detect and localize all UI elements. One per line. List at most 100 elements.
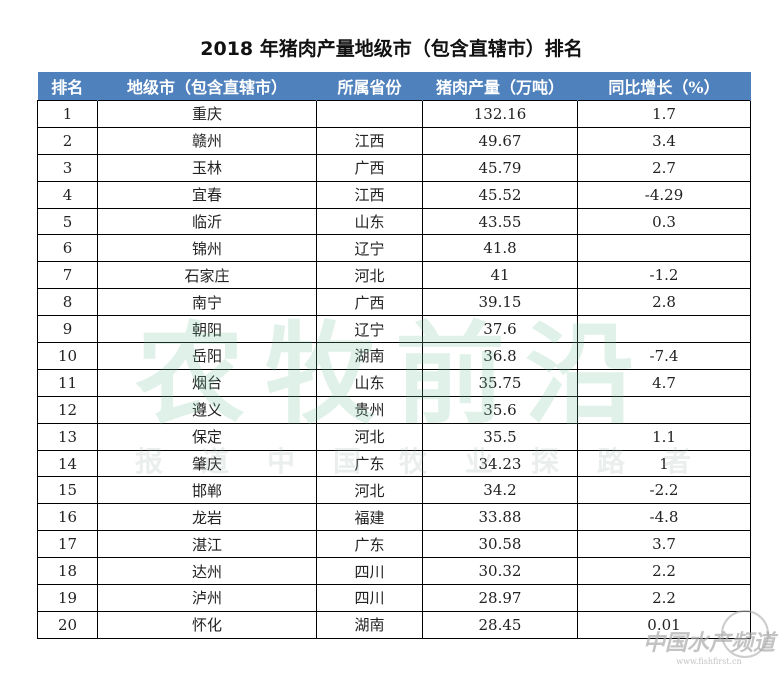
cell-city: 烟台	[97, 368, 317, 397]
cell-city: 龙岩	[97, 503, 317, 532]
header-growth: 同比增长（%）	[577, 72, 751, 101]
table-title: 2018 年猪肉产量地级市（包含直辖市）排名	[200, 38, 583, 60]
logo-url: www.fishfirst.cn	[676, 657, 742, 666]
logo-text: 中国水产频道	[642, 631, 775, 656]
cell-province: 湖南	[316, 342, 423, 370]
cell-rank: 12	[37, 395, 98, 424]
cell-growth	[577, 315, 751, 344]
cell-rank: 14	[37, 449, 98, 478]
table-row: 9 朝阳 辽宁 37.6	[37, 315, 751, 344]
cell-province: 辽宁	[316, 315, 423, 344]
cell-output: 33.88	[422, 503, 578, 532]
table-row: 4 宜春 江西 45.52 -4.29	[37, 180, 751, 209]
cell-city: 宜春	[97, 180, 317, 209]
cell-city: 湛江	[97, 530, 317, 559]
cell-province: 河北	[316, 422, 423, 451]
cell-growth: 1.7	[577, 100, 751, 128]
logo: 中国水产频道 www.fishfirst.cn	[643, 625, 775, 666]
cell-rank: 8	[37, 288, 98, 317]
cell-output: 28.97	[422, 584, 578, 612]
cell-city: 锦州	[97, 234, 317, 263]
cell-city: 石家庄	[97, 261, 317, 290]
cell-city: 赣州	[97, 126, 317, 155]
header-output: 猪肉产量（万吨）	[422, 72, 578, 101]
table-row: 1 重庆 132.16 1.7	[37, 100, 751, 128]
cell-province: 广西	[316, 153, 423, 182]
cell-city: 南宁	[97, 288, 317, 317]
cell-growth: 1	[577, 449, 751, 478]
cell-growth: -2.2	[577, 476, 751, 505]
cell-city: 泸州	[97, 584, 317, 612]
cell-output: 45.52	[422, 180, 578, 209]
cell-rank: 6	[37, 234, 98, 263]
cell-province: 贵州	[316, 395, 423, 424]
cell-rank: 1	[37, 100, 98, 128]
cell-rank: 7	[37, 261, 98, 290]
cell-city: 岳阳	[97, 342, 317, 370]
cell-output: 45.79	[422, 153, 578, 182]
cell-output: 34.23	[422, 449, 578, 478]
cell-growth	[577, 234, 751, 263]
cell-output: 34.2	[422, 476, 578, 505]
cell-province: 广西	[316, 288, 423, 317]
cell-growth: 2.2	[577, 557, 751, 586]
ranking-table: 排名 地级市（包含直辖市） 所属省份 猪肉产量（万吨） 同比增长（%） 1 重庆 1…	[37, 72, 751, 639]
header-rank: 排名	[37, 72, 98, 101]
cell-growth: -4.29	[577, 180, 751, 209]
table-row: 2 赣州 江西 49.67 3.4	[37, 126, 751, 155]
cell-output: 43.55	[422, 207, 578, 236]
cell-province: 广东	[316, 449, 423, 478]
table-row: 14 肇庆 广东 34.23 1	[37, 449, 751, 478]
cell-output: 49.67	[422, 126, 578, 155]
cell-province: 河北	[316, 261, 423, 290]
cell-rank: 19	[37, 584, 98, 612]
cell-province: 辽宁	[316, 234, 423, 263]
cell-growth: 2.7	[577, 153, 751, 182]
cell-growth: 3.4	[577, 126, 751, 155]
table-row: 5 临沂 山东 43.55 0.3	[37, 207, 751, 236]
table-row: 16 龙岩 福建 33.88 -4.8	[37, 503, 751, 532]
table-row: 17 湛江 广东 30.58 3.7	[37, 530, 751, 559]
cell-output: 36.8	[422, 342, 578, 370]
cell-province	[316, 100, 423, 128]
cell-growth: 4.7	[577, 368, 751, 397]
cell-output: 37.6	[422, 315, 578, 344]
cell-output: 41.8	[422, 234, 578, 263]
globe-logo-icon	[721, 610, 769, 658]
table-row: 19 泸州 四川 28.97 2.2	[37, 584, 751, 612]
cell-rank: 10	[37, 342, 98, 370]
cell-output: 28.45	[422, 610, 578, 639]
cell-rank: 15	[37, 476, 98, 505]
table-row: 7 石家庄 河北 41 -1.2	[37, 261, 751, 290]
cell-output: 35.5	[422, 422, 578, 451]
cell-city: 遵义	[97, 395, 317, 424]
table-row: 11 烟台 山东 35.75 4.7	[37, 368, 751, 397]
table-row: 6 锦州 辽宁 41.8	[37, 234, 751, 263]
cell-rank: 11	[37, 368, 98, 397]
table-row: 15 邯郸 河北 34.2 -2.2	[37, 476, 751, 505]
cell-rank: 5	[37, 207, 98, 236]
table-row: 20 怀化 湖南 28.45 0.01	[37, 610, 751, 639]
cell-province: 福建	[316, 503, 423, 532]
cell-output: 35.75	[422, 368, 578, 397]
header-province: 所属省份	[316, 72, 423, 101]
cell-city: 临沂	[97, 207, 317, 236]
table-row: 10 岳阳 湖南 36.8 -7.4	[37, 342, 751, 370]
cell-province: 江西	[316, 180, 423, 209]
cell-growth: 2.8	[577, 288, 751, 317]
cell-growth: 0.3	[577, 207, 751, 236]
table-row: 18 达州 四川 30.32 2.2	[37, 557, 751, 586]
cell-growth: -7.4	[577, 342, 751, 370]
cell-province: 广东	[316, 530, 423, 559]
cell-province: 河北	[316, 476, 423, 505]
cell-city: 肇庆	[97, 449, 317, 478]
cell-growth: 1.1	[577, 422, 751, 451]
cell-output: 132.16	[422, 100, 578, 128]
cell-province: 山东	[316, 368, 423, 397]
cell-rank: 16	[37, 503, 98, 532]
cell-city: 怀化	[97, 610, 317, 639]
header-row: 排名 地级市（包含直辖市） 所属省份 猪肉产量（万吨） 同比增长（%）	[37, 72, 751, 101]
table-row: 8 南宁 广西 39.15 2.8	[37, 288, 751, 317]
cell-output: 41	[422, 261, 578, 290]
cell-rank: 17	[37, 530, 98, 559]
